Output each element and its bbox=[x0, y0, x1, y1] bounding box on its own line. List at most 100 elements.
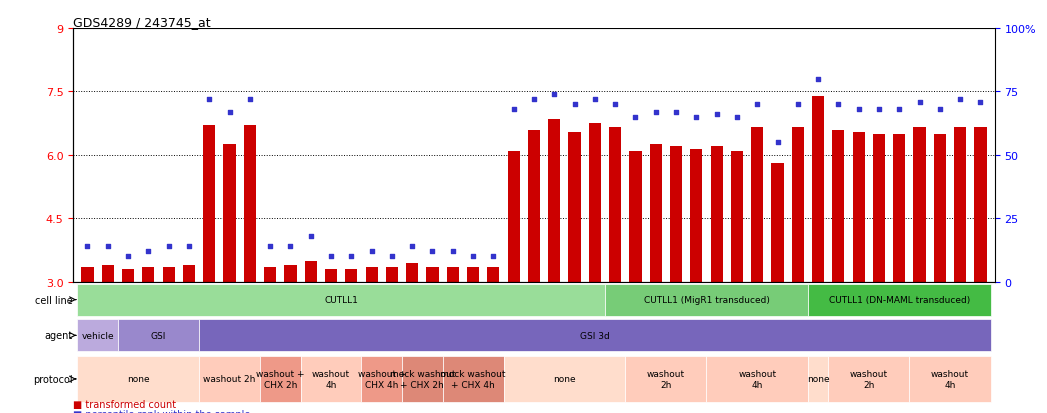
Text: mock washout
+ CHX 4h: mock washout + CHX 4h bbox=[441, 369, 506, 389]
Point bbox=[201, 97, 218, 103]
Point bbox=[586, 97, 603, 103]
Bar bbox=[893, 134, 906, 282]
Text: washout 2h: washout 2h bbox=[203, 375, 255, 384]
Bar bbox=[305, 261, 317, 282]
Bar bbox=[203, 126, 216, 282]
FancyBboxPatch shape bbox=[300, 356, 361, 402]
Bar bbox=[588, 124, 601, 282]
Point bbox=[322, 254, 339, 260]
Point bbox=[668, 109, 685, 116]
Point bbox=[404, 243, 421, 250]
Bar bbox=[690, 149, 703, 282]
Bar bbox=[792, 128, 804, 282]
Bar bbox=[447, 267, 459, 282]
FancyBboxPatch shape bbox=[260, 356, 300, 402]
FancyBboxPatch shape bbox=[625, 356, 707, 402]
Bar bbox=[244, 126, 255, 282]
Point bbox=[708, 112, 725, 118]
Bar bbox=[873, 134, 885, 282]
Point bbox=[160, 243, 177, 250]
FancyBboxPatch shape bbox=[443, 356, 504, 402]
Bar bbox=[832, 130, 845, 282]
Bar bbox=[954, 128, 966, 282]
Point bbox=[119, 254, 136, 260]
Point bbox=[688, 114, 705, 121]
FancyBboxPatch shape bbox=[199, 320, 990, 351]
Bar bbox=[386, 267, 398, 282]
Text: washout +
CHX 4h: washout + CHX 4h bbox=[357, 369, 406, 389]
Text: GDS4289 / 243745_at: GDS4289 / 243745_at bbox=[73, 16, 210, 29]
Bar bbox=[913, 128, 926, 282]
Point bbox=[282, 243, 298, 250]
Point bbox=[809, 76, 826, 83]
Point bbox=[485, 254, 502, 260]
Point bbox=[830, 102, 847, 108]
Bar bbox=[426, 267, 439, 282]
Point bbox=[303, 233, 319, 240]
FancyBboxPatch shape bbox=[504, 356, 625, 402]
Point bbox=[545, 91, 562, 98]
Bar bbox=[934, 134, 945, 282]
Bar bbox=[751, 128, 763, 282]
Text: ■ percentile rank within the sample: ■ percentile rank within the sample bbox=[73, 409, 250, 413]
Point bbox=[242, 97, 259, 103]
Bar bbox=[549, 120, 560, 282]
Text: washout
4h: washout 4h bbox=[931, 369, 970, 389]
Bar bbox=[162, 267, 175, 282]
Bar bbox=[142, 267, 155, 282]
Point bbox=[383, 254, 400, 260]
Point bbox=[424, 248, 441, 255]
Bar bbox=[731, 151, 743, 282]
Point bbox=[749, 102, 765, 108]
Bar bbox=[82, 267, 93, 282]
Bar bbox=[102, 265, 114, 282]
Bar bbox=[569, 132, 581, 282]
Point bbox=[891, 107, 908, 113]
FancyBboxPatch shape bbox=[808, 356, 828, 402]
Text: washout
2h: washout 2h bbox=[850, 369, 888, 389]
Point bbox=[789, 102, 806, 108]
Text: none: none bbox=[127, 375, 150, 384]
Point bbox=[911, 99, 928, 106]
Point bbox=[140, 248, 157, 255]
Bar bbox=[406, 263, 419, 282]
Text: vehicle: vehicle bbox=[82, 331, 114, 340]
Point bbox=[506, 107, 522, 113]
Bar bbox=[670, 147, 682, 282]
Text: washout
4h: washout 4h bbox=[738, 369, 776, 389]
Text: GSI 3d: GSI 3d bbox=[580, 331, 609, 340]
Point bbox=[262, 243, 279, 250]
Point bbox=[952, 97, 968, 103]
Bar bbox=[223, 145, 236, 282]
FancyBboxPatch shape bbox=[828, 356, 910, 402]
Point bbox=[972, 99, 988, 106]
Text: washout
4h: washout 4h bbox=[312, 369, 350, 389]
Bar bbox=[711, 147, 722, 282]
Point bbox=[871, 107, 888, 113]
Bar bbox=[264, 267, 276, 282]
Text: cell line: cell line bbox=[35, 295, 72, 305]
Point bbox=[932, 107, 949, 113]
FancyBboxPatch shape bbox=[361, 356, 402, 402]
Point bbox=[770, 140, 786, 146]
FancyBboxPatch shape bbox=[605, 284, 808, 316]
FancyBboxPatch shape bbox=[808, 284, 990, 316]
Text: washout
2h: washout 2h bbox=[647, 369, 685, 389]
Bar bbox=[487, 267, 499, 282]
Text: CUTLL1 (DN-MAML transduced): CUTLL1 (DN-MAML transduced) bbox=[828, 295, 970, 304]
Point bbox=[221, 109, 238, 116]
FancyBboxPatch shape bbox=[118, 320, 199, 351]
Bar bbox=[609, 128, 621, 282]
FancyBboxPatch shape bbox=[910, 356, 990, 402]
Bar bbox=[346, 269, 357, 282]
Text: GSI: GSI bbox=[151, 331, 166, 340]
Point bbox=[566, 102, 583, 108]
Point bbox=[465, 254, 482, 260]
Point bbox=[647, 109, 664, 116]
Bar bbox=[325, 269, 337, 282]
Bar bbox=[975, 128, 986, 282]
Bar bbox=[467, 267, 480, 282]
Point bbox=[343, 254, 360, 260]
Point bbox=[363, 248, 380, 255]
Text: CUTLL1 (MigR1 transduced): CUTLL1 (MigR1 transduced) bbox=[644, 295, 770, 304]
